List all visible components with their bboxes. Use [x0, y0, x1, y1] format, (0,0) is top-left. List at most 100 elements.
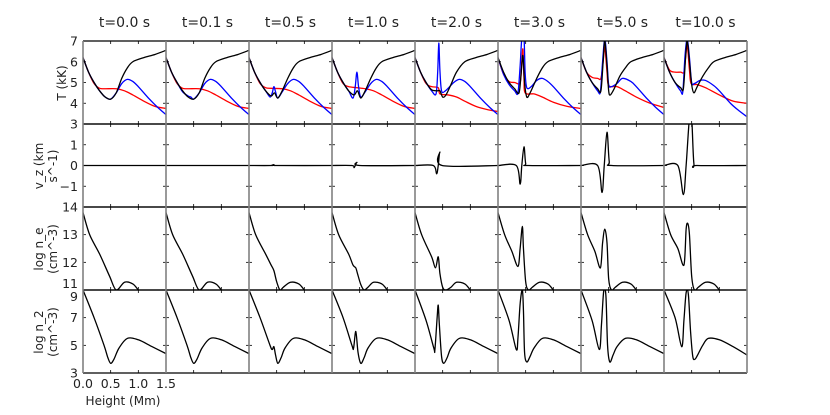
panel-ne-col-5 — [498, 206, 581, 291]
y-tick-label: 7 — [70, 310, 78, 325]
column-title: t=10.0 s — [675, 15, 735, 31]
T-line-black — [166, 49, 249, 100]
ne-line — [166, 212, 223, 290]
T-line-black — [664, 41, 747, 94]
n2-line — [664, 290, 747, 361]
n2-line — [166, 290, 249, 364]
y-tick-label: 7 — [70, 34, 78, 49]
T-line-black — [249, 49, 332, 99]
y-axis-label-n2: log n_2 (cm^-3) — [32, 306, 60, 357]
vz-line — [415, 151, 498, 175]
y-tick-label: 14 — [62, 200, 78, 215]
panel-vz-col-2 — [249, 123, 332, 208]
y-tick-label: −1 — [60, 179, 78, 194]
panel-ne-col-4 — [415, 206, 498, 291]
T-line-red — [166, 57, 249, 110]
panel-n2-col-1 — [166, 289, 249, 374]
panel-n2-col-3 — [332, 289, 415, 374]
panel-vz-col-7 — [664, 123, 747, 208]
n2-line — [332, 290, 415, 365]
panel-vz-col-0 — [83, 123, 166, 208]
T-line-black — [581, 41, 664, 96]
n2-line — [415, 290, 498, 364]
T-line-red — [581, 46, 664, 109]
panel-ne-col-3 — [332, 206, 415, 291]
y-tick-label: 12 — [62, 255, 78, 270]
T-line-blue — [415, 42, 498, 116]
panel-T-col-2 — [249, 40, 332, 125]
T-line-red — [249, 57, 332, 110]
T-line-red — [332, 57, 415, 110]
panel-vz-col-4 — [415, 123, 498, 208]
column-title: t=0.1 s — [182, 15, 233, 31]
T-line-blue — [498, 41, 581, 116]
T-line-black — [332, 49, 415, 99]
panel-ne-col-0 — [83, 206, 166, 291]
y-tick-label: 5 — [70, 75, 78, 90]
y-tick-label: 3 — [70, 366, 78, 381]
panel-grid — [82, 40, 748, 374]
n2-line — [249, 290, 332, 364]
panel-n2-col-2 — [249, 289, 332, 374]
panel-T-col-5 — [498, 40, 581, 125]
y-tick-label: 6 — [70, 54, 78, 69]
n2-line — [581, 290, 664, 363]
panel-T-col-6 — [581, 40, 664, 125]
panel-n2-col-4 — [415, 289, 498, 374]
panel-T-col-0 — [83, 40, 166, 125]
ne-line — [332, 212, 389, 290]
ne-line — [83, 212, 140, 290]
x-tick-label: 1.0 — [128, 376, 148, 391]
panel-n2-col-5 — [498, 289, 581, 374]
x-tick-label: 0.0 — [73, 376, 93, 391]
vz-line — [581, 131, 664, 194]
panel-n2-col-7 — [664, 289, 747, 374]
y-tick-label: 9 — [70, 289, 78, 304]
panel-vz-col-3 — [332, 123, 415, 208]
n2-line — [498, 290, 581, 363]
panel-ne-col-1 — [166, 206, 249, 291]
n2-line — [83, 290, 166, 364]
y-axis-label-vz: v_z (km s^-1) — [32, 142, 60, 189]
panel-T-col-1 — [166, 40, 249, 125]
panel-vz-col-5 — [498, 123, 581, 208]
T-line-black — [415, 49, 498, 98]
T-line-red — [664, 44, 747, 104]
T-line-blue — [664, 41, 747, 118]
T-line-blue — [581, 41, 664, 116]
ne-line — [249, 212, 306, 290]
T-line-black — [498, 49, 581, 99]
y-axis-label-T: T (kK) — [55, 64, 69, 101]
column-title: t=2.0 s — [431, 15, 482, 31]
vz-line — [249, 164, 332, 167]
y-tick-label: 13 — [62, 227, 78, 242]
panel-ne-col-7 — [664, 206, 747, 291]
y-tick-label: 1 — [70, 137, 78, 152]
T-line-red — [83, 57, 166, 110]
x-tick-label: 1.5 — [156, 376, 176, 391]
ne-line — [498, 212, 555, 290]
vz-line — [498, 146, 581, 185]
x-axis-label: Height (Mm) — [86, 394, 161, 408]
y-axis-label-ne: log n_e (cm^-3) — [32, 223, 60, 274]
column-title: t=0.0 s — [99, 15, 150, 31]
panel-T-col-4 — [415, 40, 498, 125]
x-tick-label: 0.5 — [101, 376, 121, 391]
panel-n2-col-0 — [83, 289, 166, 374]
y-tick-label: 11 — [62, 276, 78, 291]
column-title: t=1.0 s — [348, 15, 399, 31]
y-tick-label: 3 — [70, 117, 78, 132]
column-title: t=5.0 s — [597, 15, 648, 31]
column-title: t=0.5 s — [265, 15, 316, 31]
y-tick-label: 0 — [70, 158, 78, 173]
ne-line — [581, 212, 638, 290]
panel-ne-col-6 — [581, 206, 664, 291]
column-title: t=3.0 s — [514, 15, 565, 31]
panel-T-col-7 — [664, 40, 747, 125]
panel-n2-col-6 — [581, 289, 664, 374]
panel-vz-col-6 — [581, 123, 664, 208]
ne-line — [664, 212, 721, 290]
panel-vz-col-1 — [166, 123, 249, 208]
